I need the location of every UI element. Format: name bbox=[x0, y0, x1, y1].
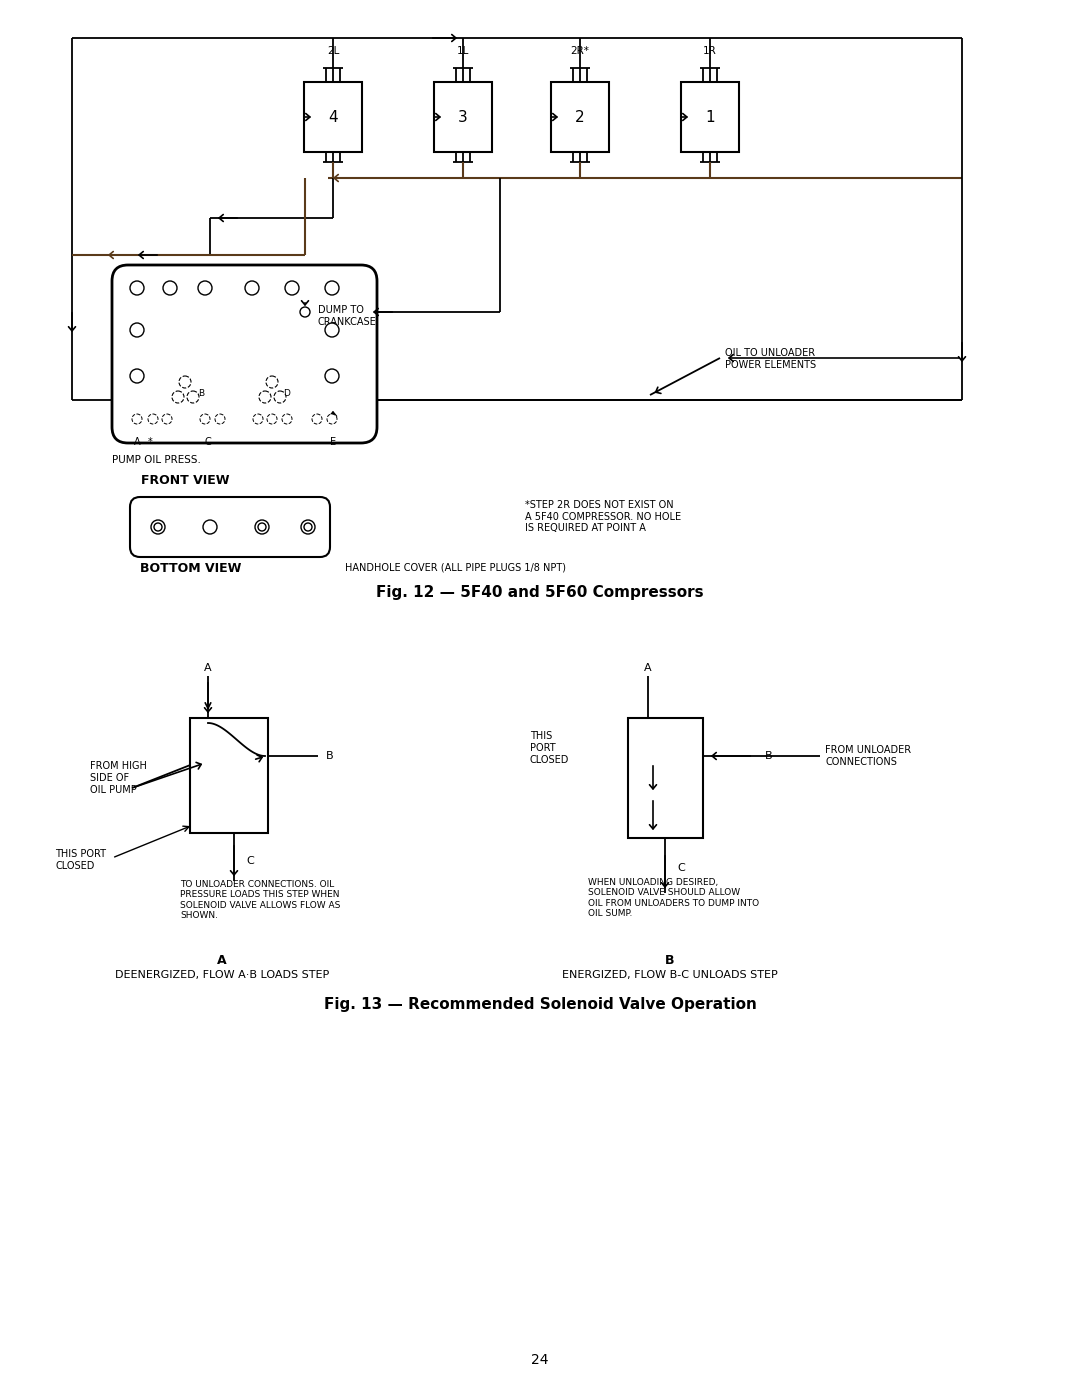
Circle shape bbox=[245, 281, 259, 295]
Text: ENERGIZED, FLOW B-C UNLOADS STEP: ENERGIZED, FLOW B-C UNLOADS STEP bbox=[562, 970, 778, 981]
Circle shape bbox=[266, 376, 278, 388]
Bar bbox=[627, 718, 703, 838]
Bar bbox=[190, 718, 268, 833]
Circle shape bbox=[130, 369, 144, 383]
Text: 3: 3 bbox=[458, 109, 468, 124]
Text: DUMP TO
CRANKCASE: DUMP TO CRANKCASE bbox=[318, 305, 377, 327]
Circle shape bbox=[255, 520, 269, 534]
Text: BOTTOM VIEW: BOTTOM VIEW bbox=[140, 562, 241, 574]
Circle shape bbox=[303, 522, 312, 531]
Circle shape bbox=[312, 414, 322, 425]
Circle shape bbox=[267, 414, 276, 425]
Text: FRONT VIEW: FRONT VIEW bbox=[140, 474, 229, 486]
Circle shape bbox=[325, 369, 339, 383]
Circle shape bbox=[200, 414, 210, 425]
Text: B: B bbox=[326, 752, 334, 761]
Text: 1R: 1R bbox=[703, 46, 717, 56]
Bar bbox=[681, 82, 739, 152]
Circle shape bbox=[198, 281, 212, 295]
Text: A: A bbox=[134, 437, 140, 447]
Circle shape bbox=[203, 520, 217, 534]
Text: THIS
PORT
CLOSED: THIS PORT CLOSED bbox=[530, 732, 569, 764]
Text: FROM HIGH
SIDE OF
OIL PUMP: FROM HIGH SIDE OF OIL PUMP bbox=[90, 761, 147, 795]
Circle shape bbox=[285, 281, 299, 295]
FancyBboxPatch shape bbox=[112, 265, 377, 443]
Circle shape bbox=[325, 281, 339, 295]
Circle shape bbox=[259, 391, 271, 402]
Circle shape bbox=[154, 522, 162, 531]
Circle shape bbox=[162, 414, 172, 425]
Text: PUMP OIL PRESS.: PUMP OIL PRESS. bbox=[112, 455, 201, 465]
Text: D: D bbox=[283, 388, 289, 398]
Circle shape bbox=[130, 281, 144, 295]
Circle shape bbox=[215, 414, 225, 425]
Bar bbox=[551, 82, 609, 152]
Text: A: A bbox=[644, 664, 652, 673]
Text: B: B bbox=[665, 954, 675, 967]
Circle shape bbox=[132, 414, 141, 425]
Text: C: C bbox=[204, 437, 212, 447]
Text: TO UNLOADER CONNECTIONS. OIL
PRESSURE LOADS THIS STEP WHEN
SOLENOID VALVE ALLOWS: TO UNLOADER CONNECTIONS. OIL PRESSURE LO… bbox=[180, 880, 340, 921]
Text: DEENERGIZED, FLOW A·B LOADS STEP: DEENERGIZED, FLOW A·B LOADS STEP bbox=[114, 970, 329, 981]
Circle shape bbox=[179, 376, 191, 388]
Text: 4: 4 bbox=[328, 109, 338, 124]
Circle shape bbox=[327, 414, 337, 425]
FancyBboxPatch shape bbox=[130, 497, 330, 557]
Text: 2R*: 2R* bbox=[570, 46, 590, 56]
Text: FROM UNLOADER
CONNECTIONS: FROM UNLOADER CONNECTIONS bbox=[825, 745, 912, 767]
Text: WHEN UNLOADING DESIRED,
SOLENOID VALVE SHOULD ALLOW
OIL FROM UNLOADERS TO DUMP I: WHEN UNLOADING DESIRED, SOLENOID VALVE S… bbox=[588, 877, 759, 918]
Text: Fig. 12 — 5F40 and 5F60 Compressors: Fig. 12 — 5F40 and 5F60 Compressors bbox=[376, 584, 704, 599]
Circle shape bbox=[148, 414, 158, 425]
Text: A: A bbox=[217, 954, 227, 967]
Text: THIS PORT
CLOSED: THIS PORT CLOSED bbox=[55, 849, 106, 870]
Text: *STEP 2R DOES NOT EXIST ON
A 5F40 COMPRESSOR. NO HOLE
IS REQUIRED AT POINT A: *STEP 2R DOES NOT EXIST ON A 5F40 COMPRE… bbox=[525, 500, 681, 534]
Circle shape bbox=[172, 391, 184, 402]
Text: A: A bbox=[204, 664, 212, 673]
Circle shape bbox=[300, 307, 310, 317]
Circle shape bbox=[253, 414, 264, 425]
Circle shape bbox=[274, 391, 286, 402]
Circle shape bbox=[187, 391, 199, 402]
Circle shape bbox=[163, 281, 177, 295]
Circle shape bbox=[301, 520, 315, 534]
Circle shape bbox=[130, 323, 144, 337]
Text: B: B bbox=[198, 388, 204, 398]
Text: E: E bbox=[329, 437, 336, 447]
Text: B: B bbox=[765, 752, 772, 761]
Text: OIL TO UNLOADER
POWER ELEMENTS: OIL TO UNLOADER POWER ELEMENTS bbox=[725, 348, 816, 370]
Text: *: * bbox=[148, 437, 152, 447]
Bar bbox=[303, 82, 362, 152]
Text: 2L: 2L bbox=[327, 46, 339, 56]
Text: Fig. 13 — Recommended Solenoid Valve Operation: Fig. 13 — Recommended Solenoid Valve Ope… bbox=[324, 997, 756, 1013]
Circle shape bbox=[151, 520, 165, 534]
Text: 1: 1 bbox=[705, 109, 715, 124]
Text: 24: 24 bbox=[531, 1354, 549, 1368]
Text: C: C bbox=[677, 863, 685, 873]
Circle shape bbox=[282, 414, 292, 425]
Text: 2: 2 bbox=[576, 109, 584, 124]
Circle shape bbox=[258, 522, 266, 531]
Text: HANDHOLE COVER (ALL PIPE PLUGS 1/8 NPT): HANDHOLE COVER (ALL PIPE PLUGS 1/8 NPT) bbox=[345, 563, 566, 573]
Text: C: C bbox=[246, 856, 254, 866]
Text: 1L: 1L bbox=[457, 46, 469, 56]
Circle shape bbox=[325, 323, 339, 337]
Bar bbox=[434, 82, 492, 152]
